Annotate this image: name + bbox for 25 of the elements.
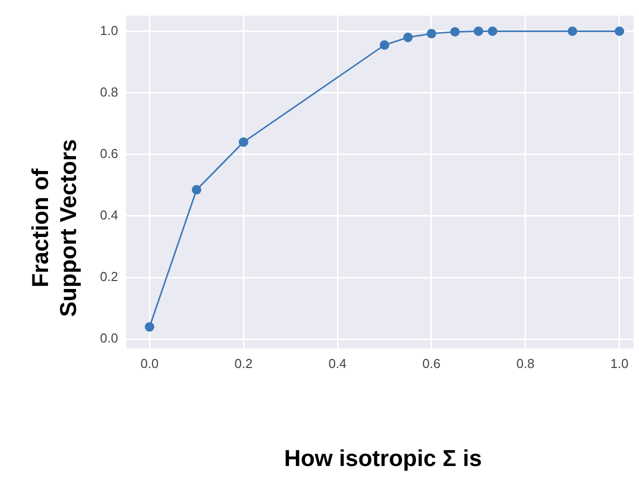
y-tick-label: 1.0 — [100, 22, 118, 38]
x-tick-label: 0.8 — [516, 356, 534, 371]
x-axis-title: How isotropic Σ is — [283, 445, 483, 472]
point — [403, 32, 413, 42]
y-axis-title: Fraction of Support Vectors — [26, 138, 82, 319]
x-tick-label: 0.2 — [234, 356, 253, 371]
point — [238, 137, 248, 147]
x-tick-label: 0.0 — [140, 356, 159, 371]
point — [614, 26, 624, 36]
y-tick-label: 0.8 — [100, 84, 118, 100]
point — [144, 322, 154, 332]
point — [474, 26, 484, 36]
point — [568, 26, 578, 36]
point — [380, 40, 390, 50]
point — [192, 185, 202, 195]
point — [426, 28, 436, 38]
y-tick-label: 0.6 — [100, 146, 118, 161]
point — [488, 26, 498, 36]
y-tick-label: 0.2 — [100, 269, 118, 284]
point — [450, 27, 460, 37]
y-tick-label: 0.0 — [100, 330, 118, 346]
x-tick-label: 0.4 — [328, 356, 347, 371]
x-tick-label: 0.6 — [422, 356, 441, 371]
x-tick-label: 1.0 — [610, 356, 628, 371]
y-tick-label: 0.4 — [100, 208, 118, 223]
